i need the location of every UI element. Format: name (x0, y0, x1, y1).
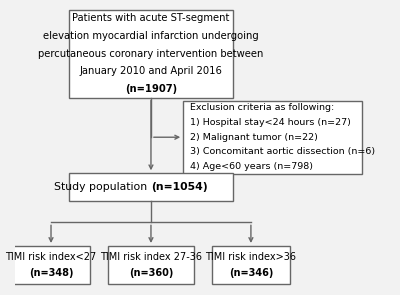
Text: (n=346): (n=346) (229, 268, 273, 278)
Text: (n=348): (n=348) (29, 268, 73, 278)
Text: (n=360): (n=360) (129, 268, 173, 278)
Text: (n=1054): (n=1054) (151, 182, 208, 192)
FancyBboxPatch shape (12, 246, 90, 284)
FancyBboxPatch shape (212, 246, 290, 284)
Text: 2) Malignant tumor (n=22): 2) Malignant tumor (n=22) (190, 133, 318, 142)
Text: 1) Hospital stay<24 hours (n=27): 1) Hospital stay<24 hours (n=27) (190, 118, 351, 127)
Text: percutaneous coronary intervention between: percutaneous coronary intervention betwe… (38, 49, 264, 58)
Text: January 2010 and April 2016: January 2010 and April 2016 (80, 66, 222, 76)
Text: TIMI risk index 27-36: TIMI risk index 27-36 (100, 252, 202, 262)
Text: Exclusion criteria as following:: Exclusion criteria as following: (190, 103, 334, 112)
FancyBboxPatch shape (108, 246, 194, 284)
Text: 4) Age<60 years (n=798): 4) Age<60 years (n=798) (190, 162, 313, 171)
FancyBboxPatch shape (69, 9, 233, 98)
Text: Patients with acute ST-segment: Patients with acute ST-segment (72, 13, 230, 23)
Text: 3) Concomitant aortic dissection (n=6): 3) Concomitant aortic dissection (n=6) (190, 148, 375, 156)
Text: Study population: Study population (54, 182, 151, 192)
Text: TIMI risk index<27: TIMI risk index<27 (5, 252, 97, 262)
FancyBboxPatch shape (69, 173, 233, 201)
Text: elevation myocardial infarction undergoing: elevation myocardial infarction undergoi… (43, 31, 259, 41)
FancyBboxPatch shape (183, 101, 362, 174)
Text: (n=1907): (n=1907) (125, 84, 177, 94)
Text: TIMI risk index>36: TIMI risk index>36 (206, 252, 296, 262)
